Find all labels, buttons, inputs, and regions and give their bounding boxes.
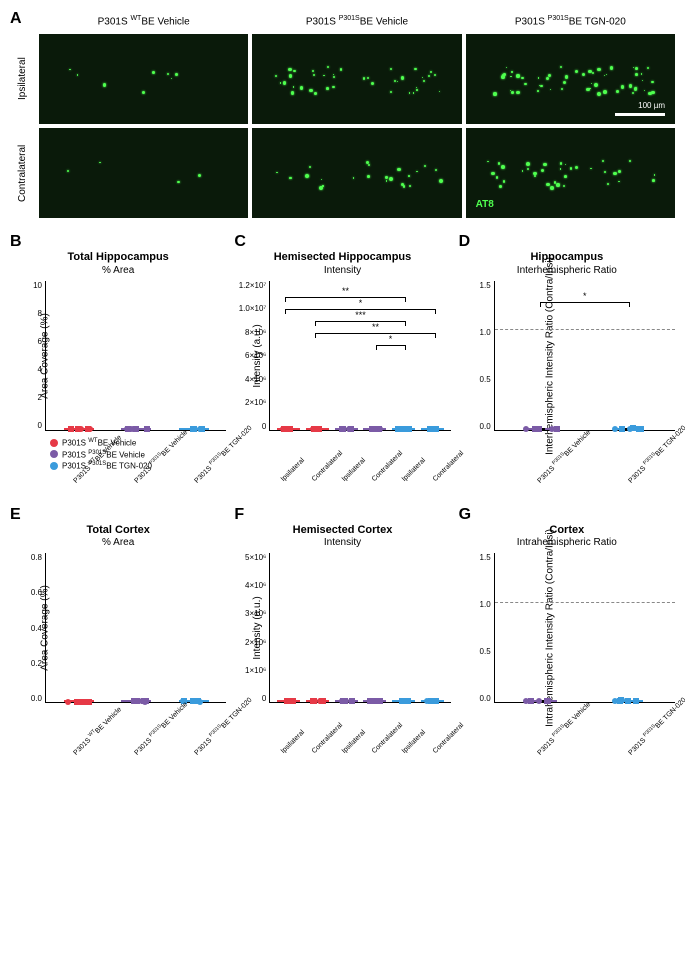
chart-subtitle: % Area [10, 265, 226, 276]
panel-b: B Total Hippocampus % Area Area Coverage… [10, 233, 226, 473]
x-labels: P301S P301SBE VehicleP301S P301SBE TGN-0… [494, 706, 675, 745]
chart-subtitle: Interhemispheric Ratio [459, 265, 675, 276]
chart-area: Interhemispheric Intensity Ratio (Contra… [459, 281, 675, 431]
panel-g: G Cortex Intrahemispheric Ratio Intrahem… [459, 506, 675, 746]
bar-group [360, 700, 389, 702]
bar-group [50, 428, 107, 430]
panel-label: F [234, 506, 244, 524]
panel-e: E Total Cortex % Area Area Coverage (%) … [10, 506, 226, 746]
panel-label: D [459, 233, 471, 251]
figure: A P301S WTBE Vehicle P301S P301SBE Vehicl… [10, 10, 675, 745]
x-labels: P301S WTBE VehicleP301S P301SBE VehicleP… [45, 434, 226, 473]
panel-label: B [10, 233, 22, 251]
bar-group [303, 700, 332, 702]
panel-c: C Hemisected Hippocampus Intensity Inten… [234, 233, 450, 473]
bar-group [107, 428, 164, 430]
bar-group [418, 428, 447, 430]
bar-group [585, 428, 671, 430]
chart-area: Area Coverage (%) 1086420 [10, 281, 226, 431]
chart-title: Total Cortex [10, 524, 226, 537]
x-labels: P301S WTBE VehicleP301S P301SBE VehicleP… [45, 706, 226, 745]
chart-area: Intensity (a.u.) 1.2×10⁷1.0×10⁷8×10⁶6×10… [234, 281, 450, 431]
panel-label: E [10, 506, 21, 524]
chart-subtitle: Intensity [234, 265, 450, 276]
micro-image [39, 34, 248, 124]
col-header: P301S P301SBE Vehicle [252, 15, 461, 30]
micro-image [252, 34, 461, 124]
bar-group [165, 700, 222, 702]
bar-group [418, 700, 447, 702]
bar-group [332, 428, 361, 430]
bar-group [274, 428, 303, 430]
chart-row-1: B Total Hippocampus % Area Area Coverage… [10, 233, 675, 473]
plot: ********* [269, 281, 450, 431]
bar-group [585, 700, 671, 702]
panel-a: A P301S WTBE Vehicle P301S P301SBE Vehicl… [10, 10, 675, 218]
micro-image: AT8 [466, 128, 675, 218]
bar-group [165, 428, 222, 430]
chart-subtitle: % Area [10, 537, 226, 548]
micro-image [39, 128, 248, 218]
bar-group [389, 700, 418, 702]
bar-group [274, 700, 303, 702]
chart-title: Cortex [459, 524, 675, 537]
plot [45, 281, 226, 431]
chart-title: Hippocampus [459, 251, 675, 264]
bar-group [332, 700, 361, 702]
bar-group [389, 428, 418, 430]
x-labels: IpsilateralContralateralIpsilateralContr… [269, 706, 450, 743]
plot: * [494, 281, 675, 431]
chart-row-2: E Total Cortex % Area Area Coverage (%) … [10, 506, 675, 746]
chart-title: Hemisected Cortex [234, 524, 450, 537]
bar-group [360, 428, 389, 430]
chart-subtitle: Intensity [234, 537, 450, 548]
bar-group [50, 700, 107, 702]
chart-area: Intensity (a.u.) 5×10⁶4×10⁶3×10⁶2×10⁶1×1… [234, 553, 450, 703]
panel-f: F Hemisected Cortex Intensity Intensity … [234, 506, 450, 746]
y-label: Intensity (a.u.) [253, 596, 264, 659]
chart-title: Total Hippocampus [10, 251, 226, 264]
col-header: P301S P301SBE TGN-020 [466, 15, 675, 30]
panel-d: D Hippocampus Interhemispheric Ratio Int… [459, 233, 675, 473]
chart-area: Intrahemispheric Intensity Ratio (Contra… [459, 553, 675, 703]
x-labels: P301S P301SBE VehicleP301S P301SBE TGN-0… [494, 434, 675, 473]
chart-subtitle: Intrahemispheric Ratio [459, 537, 675, 548]
chart-title: Hemisected Hippocampus [234, 251, 450, 264]
bar-group [499, 700, 585, 702]
row-label: Ipsilateral [10, 34, 35, 124]
panel-label: G [459, 506, 471, 524]
plot [45, 553, 226, 703]
microscopy-grid: P301S WTBE Vehicle P301S P301SBE Vehicle P… [10, 15, 675, 218]
bar-group [499, 428, 585, 430]
y-label: Intensity (a.u.) [253, 324, 264, 387]
micro-image: 100 µm [466, 34, 675, 124]
micro-image [252, 128, 461, 218]
row-label: Contralateral [10, 128, 35, 218]
x-labels: IpsilateralContralateralIpsilateralContr… [269, 434, 450, 471]
panel-a-label: A [10, 10, 22, 28]
bar-group [303, 428, 332, 430]
chart-area: Area Coverage (%) 0.80.60.40.20.0 [10, 553, 226, 703]
bar-group [107, 700, 164, 702]
plot [494, 553, 675, 703]
col-header: P301S WTBE Vehicle [39, 15, 248, 30]
panel-label: C [234, 233, 246, 251]
plot [269, 553, 450, 703]
